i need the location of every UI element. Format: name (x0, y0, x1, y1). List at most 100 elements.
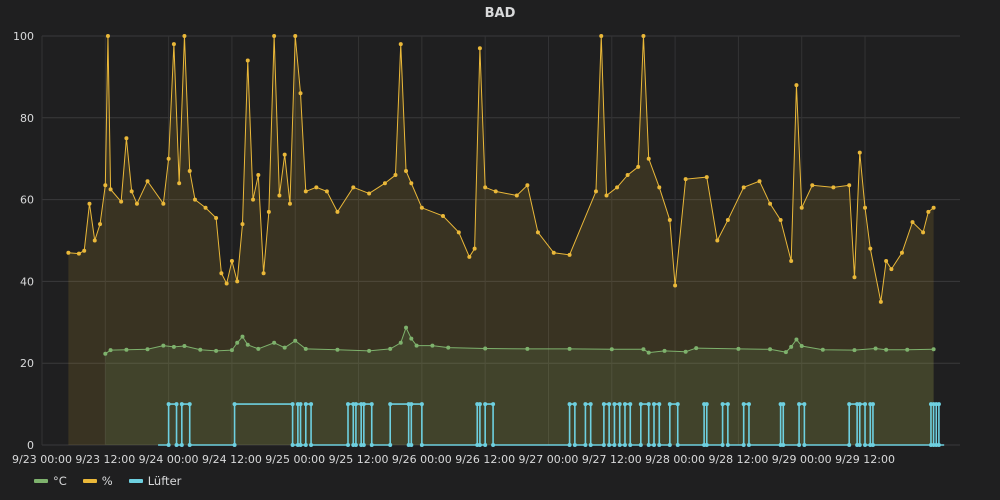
data-point (98, 222, 103, 227)
data-point (398, 340, 403, 345)
series-line (158, 403, 945, 446)
y-tick-label: 100 (13, 30, 34, 43)
legend-swatch (34, 479, 48, 483)
data-point (609, 347, 614, 352)
data-point (820, 347, 825, 352)
data-point (593, 189, 598, 194)
data-point (229, 258, 234, 263)
data-point (607, 402, 612, 407)
data-point (145, 179, 150, 184)
data-point (335, 347, 340, 352)
data-point (105, 34, 110, 38)
legend-label: Lüfter (147, 474, 182, 488)
data-point (134, 201, 139, 206)
x-tick-label: 9/26 12:00 (455, 453, 515, 466)
data-point (272, 34, 277, 38)
data-point (382, 181, 387, 186)
legend-item[interactable]: °C (34, 474, 67, 488)
data-point (298, 91, 303, 96)
x-tick-label: 9/28 00:00 (645, 453, 705, 466)
data-point (483, 443, 488, 447)
data-point (657, 185, 662, 190)
data-point (483, 185, 488, 190)
data-point (857, 150, 862, 155)
data-point (746, 402, 751, 407)
data-point (622, 443, 627, 447)
data-point (768, 347, 773, 352)
data-point (884, 258, 889, 263)
data-point (797, 402, 802, 407)
data-point (232, 402, 237, 407)
data-point (857, 402, 862, 407)
data-point (103, 183, 108, 188)
data-point (404, 325, 409, 330)
legend-swatch (82, 479, 97, 483)
data-point (852, 348, 857, 353)
data-point (124, 347, 129, 352)
legend-item[interactable]: Lüfter (128, 474, 182, 488)
data-point (799, 344, 804, 349)
data-point (161, 343, 166, 348)
data-point (174, 443, 179, 447)
data-point (309, 402, 314, 407)
data-point (203, 205, 208, 210)
data-point (617, 402, 622, 407)
legend: °C% Lüfter (34, 474, 181, 488)
data-point (778, 218, 783, 223)
data-point (440, 213, 445, 218)
data-point (641, 34, 646, 38)
data-point (567, 443, 572, 447)
data-point (863, 402, 868, 407)
data-point (870, 402, 875, 407)
data-point (409, 443, 414, 447)
data-point (493, 189, 498, 194)
data-point (166, 443, 171, 447)
data-point (535, 230, 540, 235)
data-point (187, 443, 192, 447)
data-point (683, 349, 688, 354)
data-point (472, 246, 477, 251)
data-point (931, 205, 936, 210)
data-point (290, 443, 295, 447)
data-point (245, 58, 250, 63)
data-point (367, 348, 372, 353)
data-point (404, 168, 409, 173)
data-point (287, 201, 292, 206)
data-point (810, 183, 815, 188)
data-point (161, 201, 166, 206)
y-tick-label: 80 (20, 112, 34, 125)
data-point (741, 402, 746, 407)
data-point (245, 342, 250, 347)
data-point (398, 42, 403, 47)
data-point (182, 34, 187, 38)
data-point (794, 83, 799, 88)
data-point (361, 443, 366, 447)
data-point (625, 173, 630, 178)
legend-item[interactable]: % (82, 474, 113, 488)
data-point (193, 197, 197, 202)
data-point (757, 179, 762, 184)
data-point (657, 443, 662, 447)
data-point (129, 189, 134, 194)
x-tick-label: 9/25 00:00 (265, 453, 325, 466)
data-point (936, 402, 941, 407)
data-point (863, 205, 868, 210)
data-point (868, 246, 873, 251)
data-point (219, 271, 224, 276)
data-point (847, 443, 852, 447)
data-point (567, 346, 572, 351)
chart-plot[interactable]: 0 20 40 60 80 100 9/23 00:00 9/23 12:00 9/24 00:… (0, 0, 1000, 470)
data-point (572, 402, 577, 407)
data-point (583, 402, 588, 407)
data-point (76, 251, 81, 256)
data-point (303, 346, 308, 351)
data-point (899, 250, 904, 255)
data-point (736, 346, 741, 351)
data-point (667, 402, 672, 407)
data-point (715, 238, 720, 243)
data-point (725, 402, 730, 407)
data-point (179, 402, 184, 407)
data-point (870, 443, 875, 447)
data-point (926, 209, 931, 214)
data-point (324, 189, 329, 194)
